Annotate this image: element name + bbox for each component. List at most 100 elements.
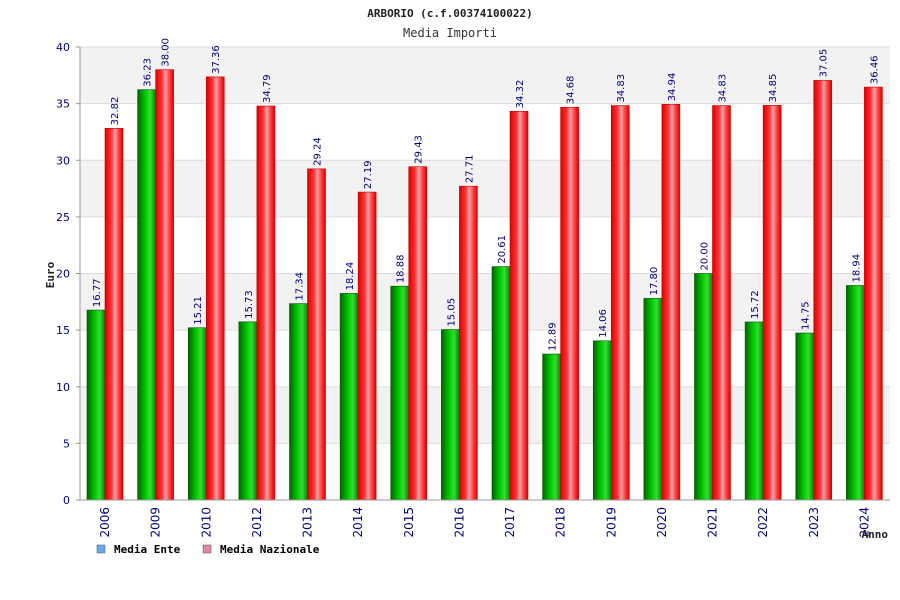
data-label: 38.00 (161, 38, 172, 67)
data-label: 36.23 (143, 58, 154, 87)
bar-media-ente (795, 332, 815, 501)
data-label: 34.32 (515, 80, 526, 109)
data-label: 36.46 (869, 55, 880, 84)
bar-media-nazionale (762, 105, 782, 501)
data-label: 34.79 (262, 74, 273, 103)
x-tick-label: 2022 (756, 507, 770, 538)
bar-media-ente (289, 303, 308, 501)
data-label: 15.05 (446, 298, 457, 327)
data-label: 37.36 (211, 45, 222, 74)
x-tick-label: 2006 (98, 507, 112, 538)
data-label: 15.73 (244, 290, 255, 319)
x-tick-label: 2016 (452, 507, 466, 538)
x-tick-label: 2014 (351, 507, 365, 538)
x-tick-label: 2013 (301, 507, 315, 538)
bar-media-ente (846, 285, 865, 501)
x-axis-ticks: 2006 2009 2010 2012 2013 2014 2015 2016 2017 2018… (98, 507, 871, 538)
bar-media-nazionale (610, 105, 630, 501)
bar-media-ente (744, 321, 764, 501)
x-tick-label: 2021 (706, 507, 720, 538)
x-tick-label: 2024 (857, 507, 871, 538)
data-label: 17.80 (649, 267, 660, 296)
y-axis-ticks: 0 5 10 15 20 25 30 35 40 (56, 41, 80, 507)
legend-swatch-nazionale (202, 544, 212, 554)
data-label: 18.24 (345, 262, 356, 291)
data-label: 27.19 (363, 160, 374, 189)
data-label: 20.00 (700, 242, 711, 271)
y-axis-label: Euro (44, 261, 57, 288)
data-label: 16.77 (92, 278, 103, 307)
x-tick-label: 2015 (402, 507, 416, 538)
bar-media-nazionale (560, 106, 579, 501)
x-tick-label: 2010 (199, 507, 213, 538)
bar-media-ente (542, 353, 561, 501)
bar-media-ente (137, 89, 156, 501)
y-tick-label: 35 (56, 98, 70, 111)
y-tick-label: 30 (56, 154, 70, 167)
data-label: 14.06 (598, 309, 609, 338)
bar-media-ente (643, 298, 663, 501)
chart-subtitle: Media Importi (403, 26, 497, 40)
data-label: 29.24 (313, 137, 324, 166)
data-label: 18.94 (851, 254, 862, 283)
bar-media-nazionale (104, 128, 124, 501)
data-labels: 16.77 32.82 36.23 38.00 15.21 37.36 15.73 34.79… (92, 38, 880, 351)
bar-media-nazionale (307, 168, 326, 501)
bar-media-ente (592, 340, 612, 501)
y-tick-label: 20 (56, 268, 70, 281)
bar-media-nazionale (357, 191, 377, 501)
bar-media-nazionale (155, 69, 174, 501)
y-tick-label: 15 (56, 324, 70, 337)
bar-media-nazionale (459, 185, 478, 501)
bar-media-ente (491, 266, 511, 501)
data-label: 34.68 (566, 76, 577, 105)
x-tick-label: 2020 (655, 507, 669, 538)
data-label: 32.82 (110, 97, 121, 126)
y-tick-label: 40 (56, 41, 70, 54)
data-label: 34.83 (718, 74, 729, 103)
bar-media-ente (441, 329, 460, 501)
y-tick-label: 10 (56, 381, 70, 394)
legend-label-ente: Media Ente (114, 543, 181, 556)
x-axis-label: Anno (862, 528, 889, 541)
bar-media-ente (238, 321, 258, 501)
bar-media-ente (390, 285, 410, 501)
bar-media-nazionale (256, 105, 276, 501)
data-label: 29.43 (414, 135, 425, 164)
chart-title: ARBORIO (c.f.00374100022) (367, 7, 533, 20)
legend: Media Ente Media Nazionale (96, 543, 320, 556)
data-label: 12.89 (548, 322, 559, 351)
data-label: 34.94 (667, 73, 678, 102)
x-tick-label: 2023 (807, 507, 821, 538)
data-label: 15.72 (750, 290, 761, 319)
bar-media-nazionale (408, 166, 428, 501)
bar-media-nazionale (864, 86, 883, 501)
y-tick-label: 25 (56, 211, 70, 224)
data-label: 27.71 (464, 155, 475, 184)
legend-swatch-ente (96, 544, 106, 554)
bar-media-nazionale (712, 105, 731, 501)
x-tick-label: 2019 (604, 507, 618, 538)
bar-media-nazionale (813, 80, 833, 501)
data-label: 37.05 (819, 49, 830, 78)
data-label: 15.21 (193, 296, 204, 325)
y-tick-label: 0 (63, 494, 70, 507)
bar-media-ente (86, 309, 106, 501)
x-tick-label: 2012 (250, 507, 264, 538)
bar-media-nazionale (661, 104, 681, 501)
bar-media-ente (339, 293, 359, 501)
data-label: 18.88 (396, 255, 407, 284)
bar-media-ente (694, 273, 713, 501)
data-label: 34.85 (768, 74, 779, 103)
bar-media-nazionale (205, 76, 225, 501)
data-label: 17.34 (295, 272, 306, 301)
y-tick-label: 5 (63, 437, 70, 450)
bar-media-ente (187, 327, 207, 501)
data-label: 14.75 (801, 301, 812, 330)
bar-media-nazionale (509, 111, 529, 501)
data-label: 20.61 (497, 235, 508, 264)
data-label: 34.83 (616, 74, 627, 103)
x-tick-label: 2018 (554, 507, 568, 538)
